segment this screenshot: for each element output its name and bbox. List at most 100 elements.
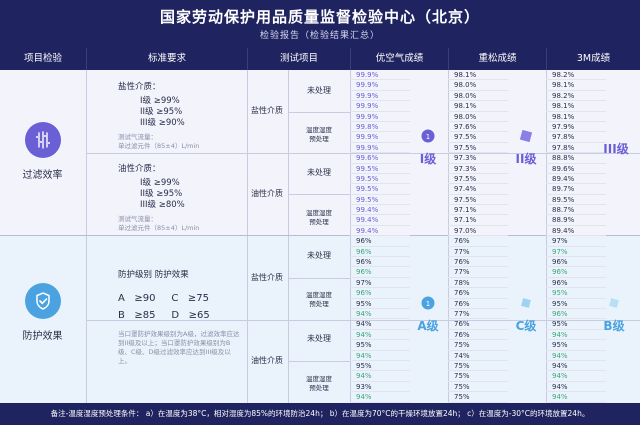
- score-cell: 75%: [448, 382, 508, 393]
- row-divider: [288, 278, 350, 279]
- standard-note: 测试气流量：: [118, 215, 157, 223]
- test-untreated: 未处理: [307, 168, 331, 177]
- medal-icon: 1: [421, 296, 435, 310]
- col-header-youkongqi: 优空气成绩: [350, 48, 448, 70]
- grade-label: III级: [603, 142, 629, 156]
- medal-icon: 1: [421, 129, 435, 143]
- score-cell: 93%: [350, 382, 410, 393]
- score-cell: 97.6%: [448, 122, 508, 133]
- score-cell: 76%: [448, 299, 508, 309]
- category-filter-efficiency: 过滤效率: [0, 122, 85, 181]
- score-cell: 99.4%: [350, 226, 410, 237]
- test-medium-oil: 油性介质: [251, 356, 283, 365]
- standard-note: 单过滤元件（85±4）L/min: [118, 224, 200, 232]
- test-untreated: 未处理: [307, 86, 331, 95]
- score-cell: 95%: [350, 340, 410, 351]
- score-cell: 97.5%: [448, 143, 508, 154]
- youkongqi-protect-grade: 1 A级: [410, 295, 446, 334]
- test-medium-oil: 油性介质: [251, 189, 283, 198]
- footer-note: 备注-温度湿度预处理条件： a）在温度为38°C，相对湿度为85%的环境防治24…: [0, 403, 640, 425]
- filter-efficiency-section: [0, 70, 640, 235]
- score-cell: 97.3%: [448, 153, 508, 164]
- score-cell: 99.9%: [350, 101, 410, 112]
- test-medium-salt: 盐性介质: [251, 273, 283, 282]
- score-cell: 95%: [546, 340, 606, 351]
- score-cell: 94%: [350, 319, 410, 330]
- test-medium-salt: 盐性介质: [251, 106, 283, 115]
- score-cell: 97.1%: [448, 215, 508, 226]
- standard-note: 测试气流量：: [118, 133, 157, 141]
- standard-level: II级 ≥95%: [140, 107, 183, 117]
- score-cell: 98.0%: [448, 91, 508, 102]
- score-cell: 97.1%: [448, 205, 508, 216]
- col-header-zhongsong: 重松成绩: [448, 48, 546, 70]
- threem-scores: 98.2% 98.1% 98.2% 98.1% 98.1% 97.9% 97.8% 97.8%…: [546, 70, 606, 403]
- standard-note: 当口罩防护效果级别为A级，过滤效率应达到II级及以上；当口罩防护效果级别为B级、…: [118, 330, 240, 365]
- score-cell: 97.0%: [448, 226, 508, 237]
- score-cell: 99.8%: [350, 122, 410, 133]
- score-cell: 98.1%: [546, 80, 606, 91]
- row-divider: [86, 320, 640, 321]
- score-cell: 99.4%: [350, 205, 410, 216]
- score-cell: 96%: [350, 267, 410, 278]
- category-label: 过滤效率: [22, 170, 63, 181]
- cube-icon: [519, 129, 533, 143]
- score-cell: 96%: [546, 257, 606, 268]
- score-cell: 96%: [350, 236, 410, 247]
- score-cell: 97.8%: [546, 132, 606, 143]
- score-cell: 99.9%: [350, 70, 410, 81]
- score-cell: 99.5%: [350, 174, 410, 185]
- score-cell: 99.9%: [350, 80, 410, 91]
- score-cell: 76%: [448, 330, 508, 341]
- score-cell: 95%: [350, 299, 410, 309]
- standard-note: 单过滤元件（85±4）L/min: [118, 142, 200, 150]
- score-cell: 94%: [546, 351, 606, 361]
- score-cell: 94%: [350, 351, 410, 361]
- divider: [86, 70, 87, 403]
- score-cell: 97%: [546, 236, 606, 247]
- score-cell: 95%: [546, 288, 606, 299]
- score-cell: 99.9%: [350, 132, 410, 143]
- score-cell: 94%: [546, 361, 606, 372]
- zhongsong-filter-grade: II级: [508, 128, 544, 167]
- score-cell: 97.3%: [448, 164, 508, 174]
- col-header-test: 测试项目: [247, 48, 350, 70]
- protection-standard: 防护级别 防护效果 A ≥90 C ≥75 B ≥85 D ≥65 当口罩防护效…: [118, 268, 243, 366]
- standard-level: III级 ≥90%: [140, 118, 185, 128]
- score-cell: 97.5%: [448, 174, 508, 185]
- test-treated: 温度湿度 预处理: [306, 126, 332, 143]
- score-cell: 98.0%: [448, 80, 508, 91]
- grade-label: II级: [515, 152, 537, 166]
- score-cell: 98.1%: [546, 101, 606, 112]
- score-cell: 98.2%: [546, 70, 606, 81]
- score-cell: 99.5%: [350, 184, 410, 195]
- standard-level: I级 ≥99%: [140, 178, 180, 188]
- score-cell: 88.9%: [546, 215, 606, 226]
- score-cell: 75%: [448, 392, 508, 403]
- zhongsong-scores: 98.1% 98.0% 98.0% 98.1% 98.0% 97.6% 97.5% 97.5%…: [448, 70, 508, 403]
- page-title: 国家劳动保护用品质量监督检验中心（北京）: [159, 8, 480, 26]
- score-cell: 94%: [350, 392, 410, 403]
- score-cell: 95%: [350, 361, 410, 372]
- score-cell: 98.1%: [448, 70, 508, 81]
- score-cell: 96%: [350, 247, 410, 258]
- svg-text:1: 1: [426, 300, 430, 308]
- report-header: 国家劳动保护用品质量监督检验中心（北京） 检验报告（检验结果汇总）: [0, 0, 640, 48]
- test-treated: 温度湿度 预处理: [306, 209, 332, 226]
- standard-level: III级 ≥80%: [140, 200, 185, 210]
- test-treated: 温度湿度 预处理: [306, 375, 332, 392]
- score-cell: 99.6%: [350, 153, 410, 164]
- standard-title: 油性介质：: [118, 164, 161, 174]
- divider: [350, 70, 351, 403]
- row-divider: [288, 361, 350, 362]
- score-cell: 94%: [546, 392, 606, 403]
- youkongqi-filter-grade: 1 I级: [410, 128, 446, 167]
- grade-label: I级: [419, 152, 437, 166]
- shield-check-icon: [24, 283, 61, 319]
- row-divider: [288, 194, 350, 195]
- score-cell: 97.5%: [448, 195, 508, 206]
- svg-text:1: 1: [426, 133, 430, 141]
- score-cell: 96%: [546, 278, 606, 289]
- score-cell: 76%: [448, 236, 508, 247]
- score-cell: 97.9%: [546, 122, 606, 133]
